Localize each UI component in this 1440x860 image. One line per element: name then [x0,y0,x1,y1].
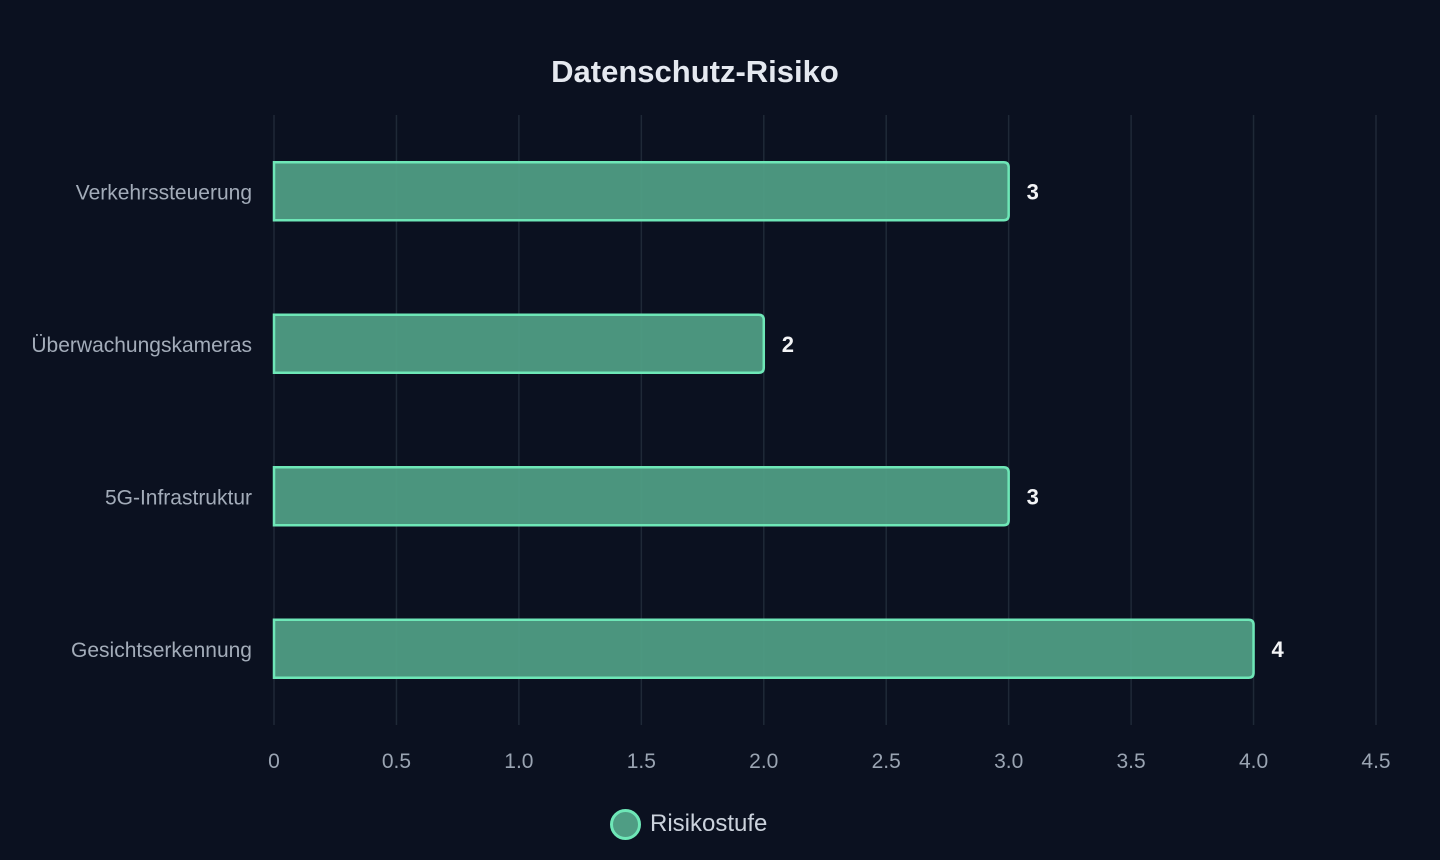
data-label: 2 [782,332,794,357]
x-tick-label: 0 [268,750,280,773]
bar-3[interactable] [272,466,1010,527]
legend[interactable]: Risikostufe [610,806,767,842]
x-tick-label: 4.0 [1239,750,1268,773]
data-label: 3 [1027,179,1039,204]
category-label: Gesichtserkennung [71,639,252,662]
bar-2[interactable] [272,313,766,374]
data-label: 4 [1272,637,1285,662]
x-tick-label: 1.0 [504,750,533,773]
labels: 0 0.5 1.0 1.5 2.0 2.5 3.0 3.5 4.0 4.5 Verkehrssteu… [31,179,1390,773]
x-tick-label: 3.5 [1117,750,1146,773]
x-tick-label: 0.5 [382,750,411,773]
x-tick-label: 4.5 [1361,750,1390,773]
x-tick-label: 2.0 [749,750,778,773]
x-tick-label: 3.0 [994,750,1023,773]
bar-4[interactable] [272,618,1255,679]
x-tick-label: 1.5 [627,750,656,773]
category-label: Verkehrssteuerung [76,181,252,204]
bars [272,161,1255,679]
data-label: 3 [1027,484,1039,509]
bar-1[interactable] [272,161,1010,222]
x-tick-label: 2.5 [872,750,901,773]
legend-label: Risikostufe [650,810,768,837]
category-label: 5G-Infrastruktur [105,486,252,509]
chart-title: Datenschutz-Risiko [551,54,839,89]
legend-swatch [610,808,641,840]
category-label: Überwachungskameras [31,334,252,357]
